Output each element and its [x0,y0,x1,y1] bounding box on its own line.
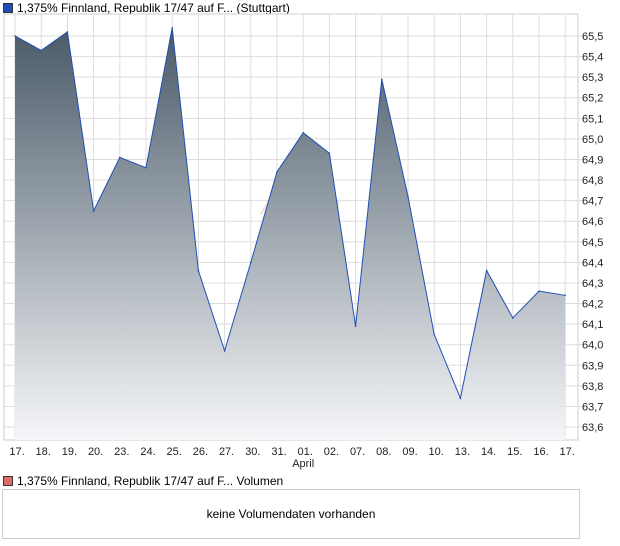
x-tick-label: 01. [298,446,313,458]
y-tick-label: 63,7 [582,401,603,413]
data-point [197,269,200,272]
data-point [407,195,409,198]
data-point [302,131,305,134]
data-point [381,78,383,81]
x-month-label: April [292,458,314,470]
x-tick-label: 18. [36,446,51,458]
x-tick-label: 07. [350,446,365,458]
x-tick-label: 19. [62,446,77,458]
y-tick-label: 64,5 [582,237,603,249]
data-point [14,35,16,37]
y-tick-label: 63,9 [582,360,603,372]
price-legend-label: 1,375% Finnland, Republik 17/47 auf F...… [17,1,290,15]
data-point [40,49,42,52]
data-point [66,31,69,33]
data-point [459,397,462,400]
data-point [119,156,121,159]
x-tick-label: 25. [167,446,182,458]
x-tick-label: 08. [376,446,391,458]
x-tick-label: 15. [507,446,522,458]
price-chart: 63,6 63,7 63,8 63,9 64,0 64,1 64,2 64,3 64,4 64,5… [3,13,603,470]
y-tick-label: 64,0 [582,340,603,352]
y-tick-label: 65,0 [582,134,603,146]
price-legend: 1,375% Finnland, Republik 17/47 auf F...… [3,1,290,15]
data-point [485,269,488,272]
price-legend-swatch [3,3,13,13]
data-point [145,166,147,169]
data-point [564,294,566,297]
data-point [171,26,173,29]
data-point [328,152,331,155]
x-tick-label: 27. [219,446,234,458]
y-tick-label: 65,3 [582,72,603,84]
volume-legend-label: 1,375% Finnland, Republik 17/47 auf F...… [17,474,284,488]
price-area [15,27,566,440]
y-tick-label: 64,1 [582,319,603,331]
x-tick-label: 20. [88,446,103,458]
data-point [512,317,514,319]
y-tick-label: 65,1 [582,113,603,125]
x-tick-label: 09. [402,446,417,458]
volume-panel: keine Volumendaten vorhanden [2,489,580,539]
volume-message: keine Volumendaten vorhanden [206,507,376,521]
data-point [92,210,95,212]
y-tick-label: 65,4 [582,52,603,64]
x-tick-label: 30. [245,446,260,458]
x-tick-label: 13. [455,446,470,458]
data-point [433,333,436,336]
x-tick-label: 31. [271,446,286,458]
x-tick-label: 24. [140,446,155,458]
y-tick-label: 63,8 [582,381,603,393]
volume-legend: 1,375% Finnland, Republik 17/47 auf F...… [3,474,283,488]
x-tick-label: 23. [114,446,129,458]
data-point [250,261,252,264]
data-point [354,325,357,327]
price-line [14,27,566,400]
x-tick-label: 02. [324,446,339,458]
x-tick-label: 17. [9,446,24,458]
y-tick-label: 65,2 [582,93,603,105]
y-tick-label: 64,4 [582,257,603,269]
x-tick-label: 17. [560,446,575,458]
data-point [276,171,278,173]
data-point [538,290,540,292]
y-tick-label: 64,6 [582,216,603,228]
y-tick-label: 64,8 [582,175,603,187]
y-tick-label: 65,5 [582,31,603,43]
y-tick-label: 64,9 [582,154,603,166]
volume-legend-swatch [3,476,13,486]
y-tick-label: 64,2 [582,299,603,311]
y-tick-label: 64,7 [582,196,603,208]
y-tick-label: 64,3 [582,278,603,290]
x-tick-label: 10. [429,446,444,458]
x-tick-label: 14. [481,446,496,458]
y-tick-label: 63,6 [582,422,603,434]
x-tick-label: 16. [533,446,548,458]
x-tick-label: 26. [193,446,208,458]
data-point [223,350,226,352]
